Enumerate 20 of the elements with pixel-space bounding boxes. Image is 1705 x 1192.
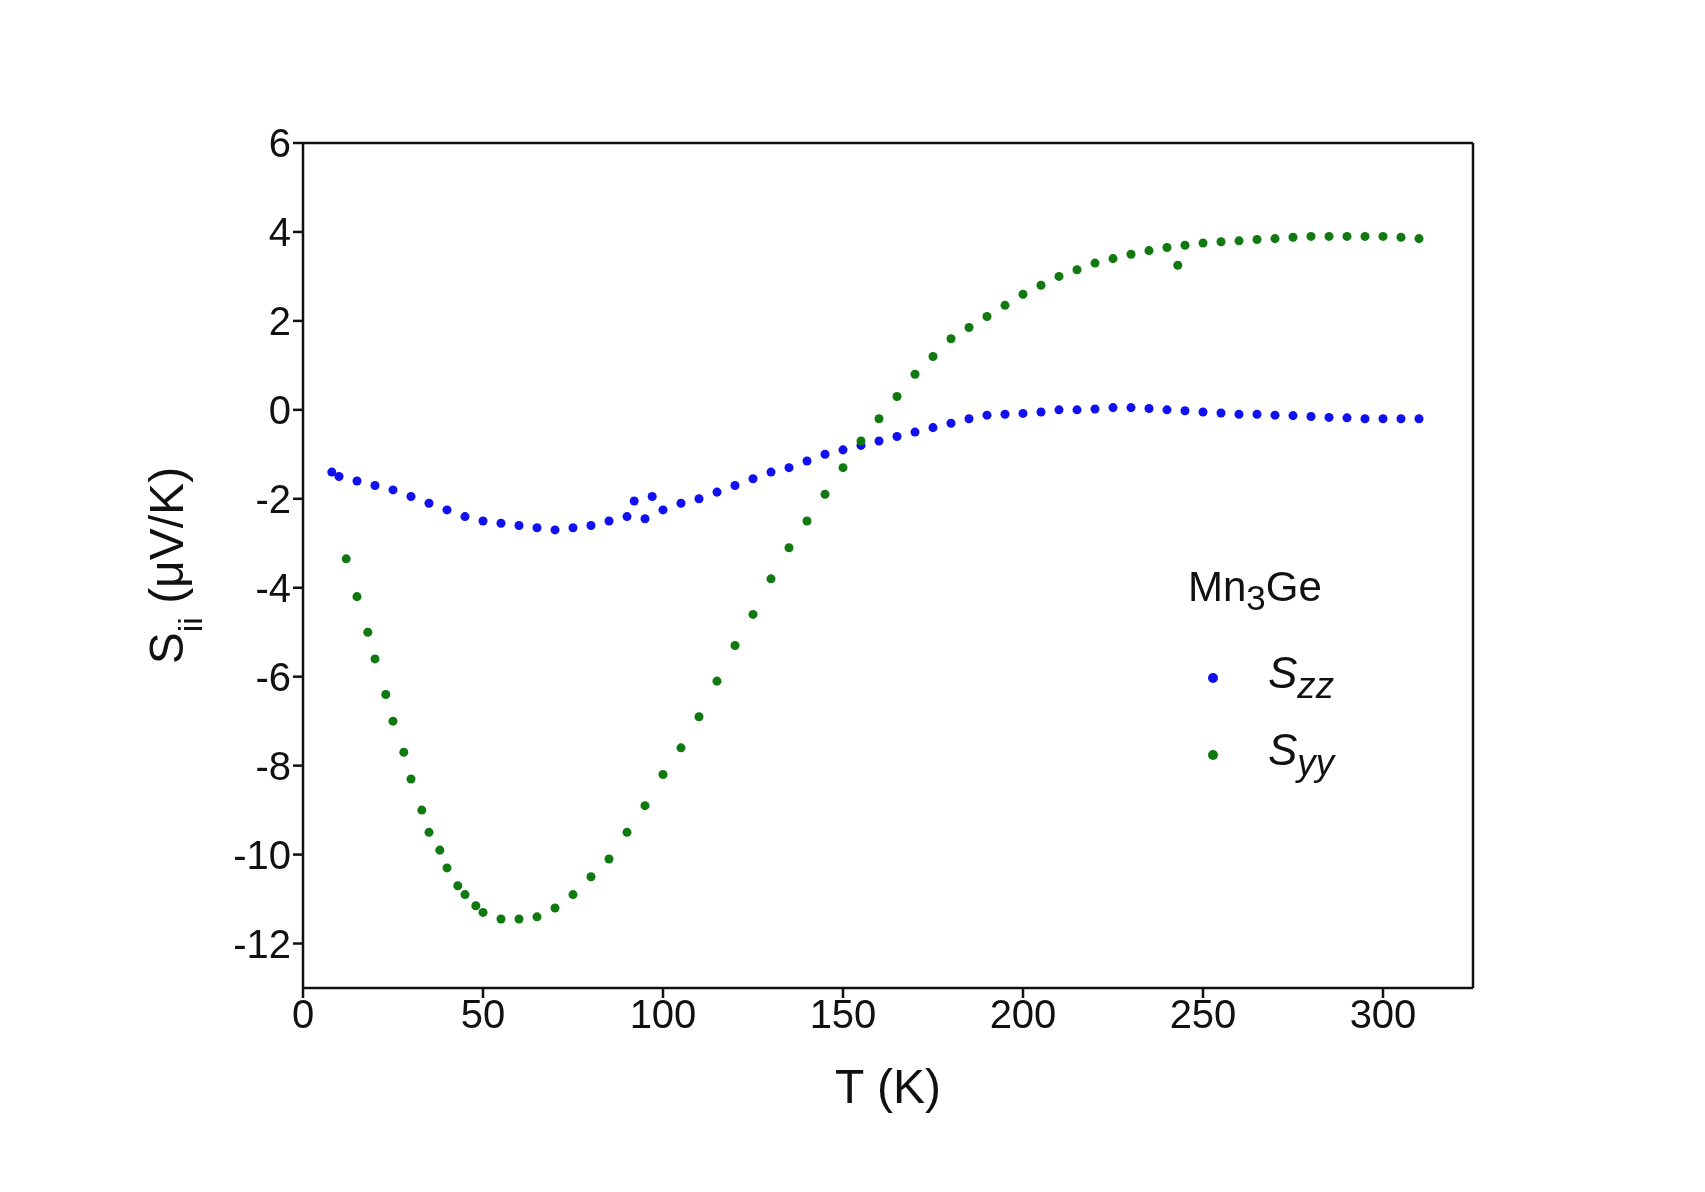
y-tick-label: 2 [268, 299, 291, 344]
x-tick-label: 50 [460, 992, 506, 1037]
y-tick-label: 0 [268, 388, 291, 433]
x-tick-label: 250 [1169, 992, 1237, 1037]
x-tick-label: 100 [629, 992, 697, 1037]
x-tick-label: 300 [1349, 992, 1417, 1037]
y-tick-label: 6 [268, 121, 291, 166]
y-tick-label: 4 [268, 210, 291, 255]
y-tick-label: -8 [255, 743, 291, 788]
legend-title: Mn$_{3}$Ge [1188, 563, 1322, 618]
y-tick-label: -2 [255, 476, 291, 521]
legend-label: S$_{zz}$ [1268, 648, 1335, 707]
y-tick-label: -10 [233, 832, 291, 877]
x-tick-label: 200 [989, 992, 1057, 1037]
legend-label: S$_{yy}$ [1268, 725, 1335, 783]
y-tick-label: -6 [255, 654, 291, 699]
x-axis-title: T (K) [835, 1060, 941, 1113]
y-tick-label: -12 [233, 921, 291, 966]
x-tick-label: 150 [809, 992, 877, 1037]
y-tick-label: -4 [255, 565, 291, 610]
